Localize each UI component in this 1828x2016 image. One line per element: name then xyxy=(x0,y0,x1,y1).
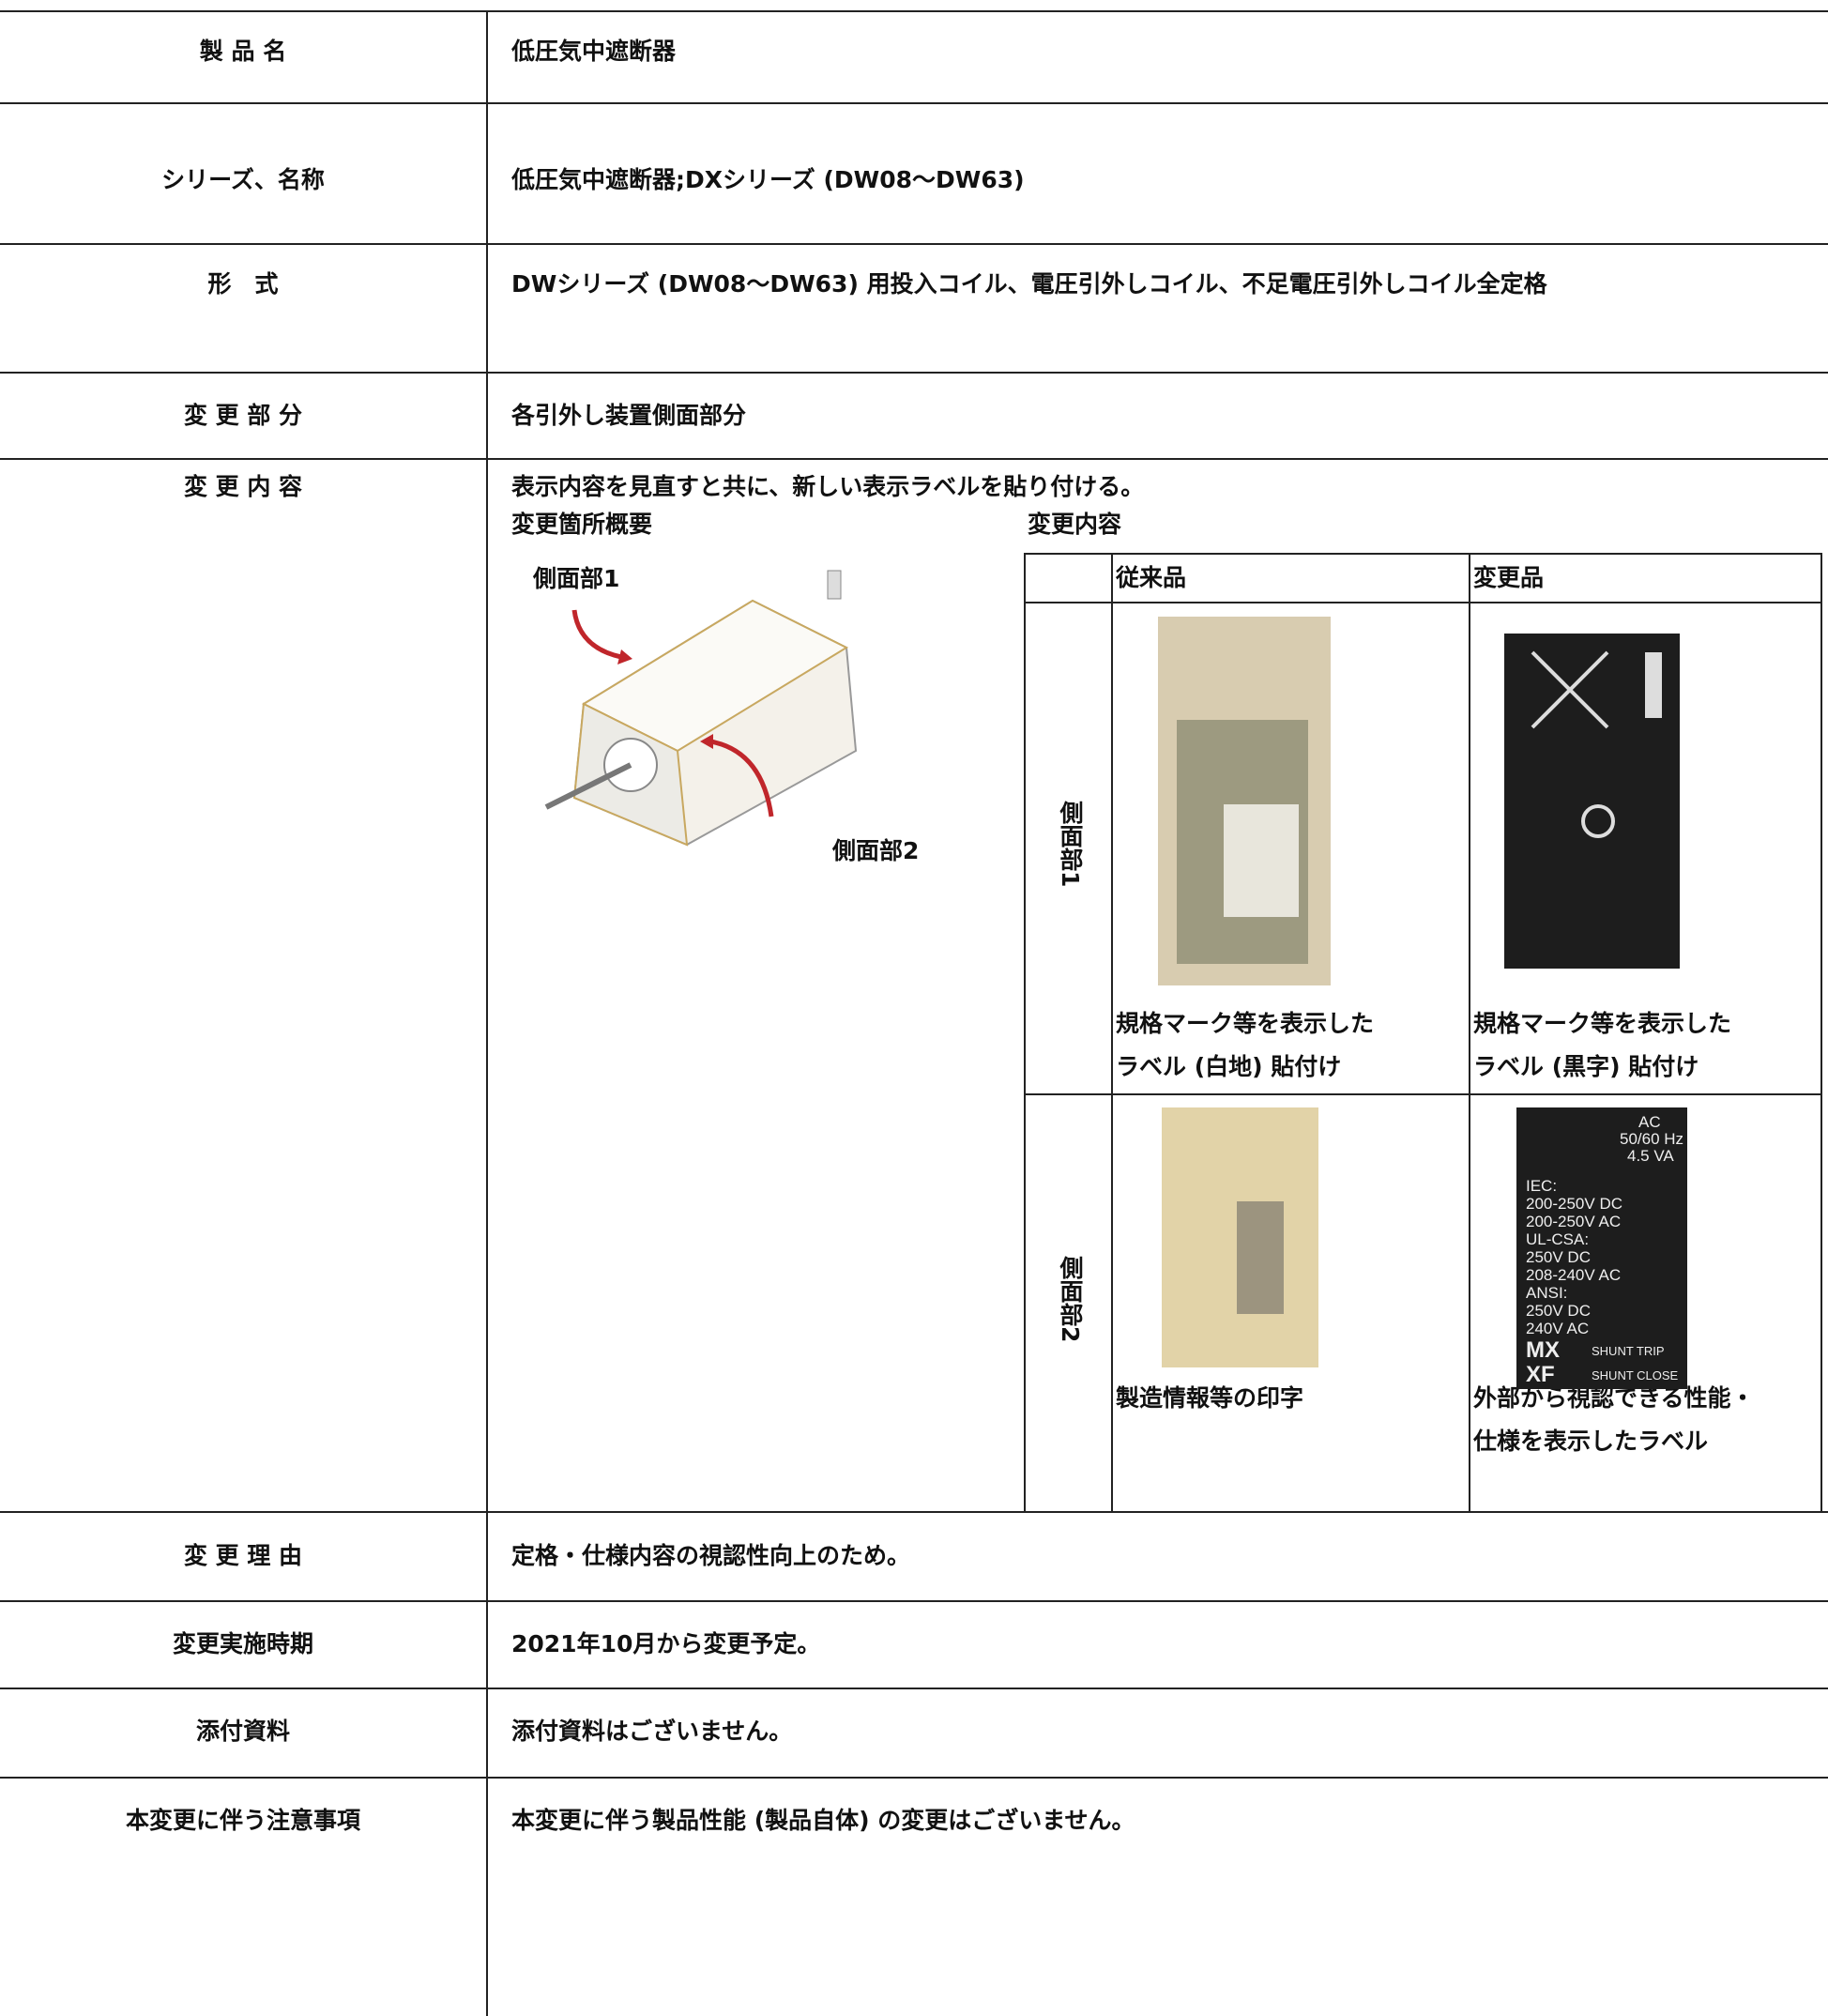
column-header: 変更品 xyxy=(1473,564,1545,591)
label-text: IEC: xyxy=(1526,1177,1558,1195)
inner-line xyxy=(1024,1093,1820,1095)
before-photo-1 xyxy=(1158,617,1331,985)
row-label: 変 更 部 分 xyxy=(183,402,303,429)
inner-column xyxy=(1024,553,1026,1511)
row-value: 2021年10月から変更予定。 xyxy=(511,1630,821,1657)
label-text: AC xyxy=(1638,1113,1661,1131)
part-diagram xyxy=(544,570,858,847)
label-text: 50/60 Hz xyxy=(1620,1130,1684,1148)
after-label-1 xyxy=(1504,634,1680,969)
callout: 側面部2 xyxy=(832,837,920,864)
label-text: SHUNT TRIP xyxy=(1592,1344,1665,1358)
row-value: 定格・仕様内容の視認性向上のため。 xyxy=(511,1542,911,1569)
label-text: 4.5 VA xyxy=(1627,1147,1674,1165)
caption: 規格マーク等を表示した xyxy=(1116,1010,1375,1037)
row-value: DWシリーズ (DW08～DW63) 用投入コイル、電圧引外しコイル、不足電圧引… xyxy=(511,270,1547,298)
label-text: ANSI: xyxy=(1526,1284,1568,1302)
content-title: 変更内容 xyxy=(1028,511,1122,538)
row-value: 添付資料はございません。 xyxy=(511,1718,793,1745)
row-value: 低圧気中遮断器 xyxy=(511,38,677,65)
label-text: MX xyxy=(1526,1337,1560,1363)
row-label: 形 式 xyxy=(207,270,279,298)
row-label: シリーズ、名称 xyxy=(161,166,325,193)
before-photo-2 xyxy=(1162,1107,1318,1367)
row-label: 製 品 名 xyxy=(199,38,287,65)
row-line xyxy=(0,1688,1828,1689)
inner-line xyxy=(1024,1511,1820,1513)
caption: 規格マーク等を表示した xyxy=(1473,1010,1732,1037)
row-label: 添付資料 xyxy=(195,1718,290,1745)
row-value: 本変更に伴う製品性能 (製品自体) の変更はございません。 xyxy=(511,1807,1135,1834)
label-text: 200-250V DC xyxy=(1526,1195,1623,1213)
column-header: 従来品 xyxy=(1116,564,1187,591)
label-text: 250V DC xyxy=(1526,1248,1591,1266)
label-text: XF xyxy=(1526,1362,1555,1387)
row-line xyxy=(0,1511,1828,1513)
callout: 側面部1 xyxy=(533,565,620,592)
side-label: 側面部1 xyxy=(1057,801,1084,888)
label-text: UL-CSA: xyxy=(1526,1230,1590,1248)
after-label-2: AC 50/60 Hz 4.5 VA IEC: 200-250V DC 200-250V … xyxy=(1516,1107,1687,1389)
row-value: 低圧気中遮断器;DXシリーズ (DW08～DW63) xyxy=(511,166,1025,193)
label-text: 208-240V AC xyxy=(1526,1266,1622,1284)
row-label: 本変更に伴う注意事項 xyxy=(125,1807,360,1834)
label-text: 200-250V AC xyxy=(1526,1213,1622,1230)
row-line xyxy=(0,1777,1828,1779)
inner-column xyxy=(1111,553,1113,1511)
caption: ラベル (白地) 貼付け xyxy=(1116,1053,1342,1080)
caption: 製造情報等の印字 xyxy=(1116,1384,1304,1412)
row-line xyxy=(0,102,1828,104)
label-text: 250V DC xyxy=(1526,1302,1591,1320)
inner-column xyxy=(1820,553,1822,1511)
row-label: 変 更 理 由 xyxy=(183,1542,303,1569)
caption: 仕様を表示したラベル xyxy=(1473,1428,1709,1455)
caption: ラベル (黒字) 貼付け xyxy=(1473,1053,1699,1080)
row-line xyxy=(0,1600,1828,1602)
row-line xyxy=(0,372,1828,374)
row-line xyxy=(0,10,1828,12)
row-label: 変 更 内 容 xyxy=(183,473,303,500)
side-label: 側面部2 xyxy=(1057,1255,1084,1342)
row-line xyxy=(0,243,1828,245)
overview-title: 変更箇所概要 xyxy=(511,511,653,538)
label-text: SHUNT CLOSE xyxy=(1592,1368,1679,1382)
row-value: 各引外し装置側面部分 xyxy=(511,402,747,429)
column-line xyxy=(486,10,488,2016)
row-label: 変更実施時期 xyxy=(172,1630,313,1657)
row-value: 表示内容を見直すと共に、新しい表示ラベルを貼り付ける。 xyxy=(511,473,1145,500)
inner-column xyxy=(1469,553,1470,1511)
label-text: 240V AC xyxy=(1526,1320,1590,1337)
inner-line xyxy=(1024,553,1820,555)
inner-line xyxy=(1024,602,1820,603)
row-line xyxy=(0,458,1828,460)
